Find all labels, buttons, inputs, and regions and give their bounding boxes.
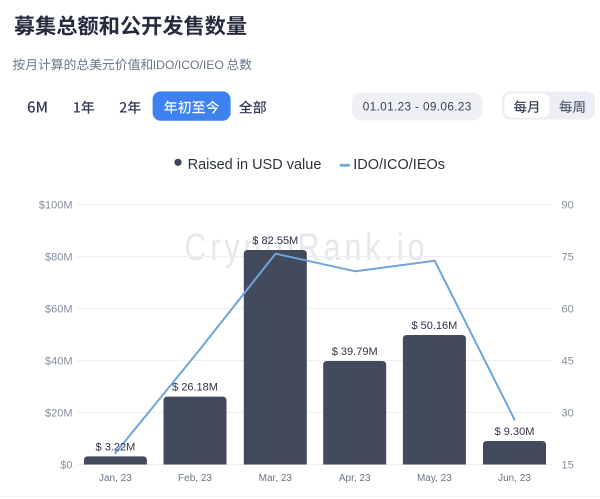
svg-text:Jun, 23: Jun, 23 [498, 473, 531, 484]
svg-text:Feb, 23: Feb, 23 [178, 473, 212, 484]
svg-text:Raised in USD value: Raised in USD value [188, 157, 322, 173]
svg-text:01.01.23 - 09.06.23: 01.01.23 - 09.06.23 [363, 99, 472, 113]
svg-text:$0: $0 [60, 459, 72, 471]
svg-text:$ 9.30M: $ 9.30M [495, 426, 535, 438]
svg-text:IDO/ICO/IEOs: IDO/ICO/IEOs [353, 157, 445, 173]
svg-text:$ 26.18M: $ 26.18M [172, 382, 218, 394]
svg-text:$80M: $80M [45, 251, 73, 263]
svg-text:Mar, 23: Mar, 23 [259, 473, 293, 484]
svg-text:May, 23: May, 23 [417, 473, 452, 484]
svg-text:$ 82.55M: $ 82.55M [252, 235, 298, 247]
svg-text:Jan, 23: Jan, 23 [99, 473, 132, 484]
svg-text:$40M: $40M [45, 355, 73, 367]
svg-text:75: 75 [562, 251, 574, 263]
svg-text:$ 3.22M: $ 3.22M [96, 441, 136, 453]
svg-text:$60M: $60M [45, 303, 73, 315]
svg-text:30: 30 [562, 407, 574, 419]
svg-text:$20M: $20M [45, 407, 73, 419]
svg-text:45: 45 [562, 355, 574, 367]
svg-text:IDO/ICO/IEO: IDO/ICO/IEO [153, 58, 224, 72]
svg-text:60: 60 [562, 303, 574, 315]
svg-text:$100M: $100M [39, 199, 73, 211]
svg-text:$ 39.79M: $ 39.79M [332, 346, 378, 358]
svg-text:Apr, 23: Apr, 23 [339, 473, 371, 484]
svg-text:$ 50.16M: $ 50.16M [411, 320, 457, 332]
svg-text:15: 15 [562, 459, 574, 471]
svg-text:90: 90 [562, 199, 574, 211]
